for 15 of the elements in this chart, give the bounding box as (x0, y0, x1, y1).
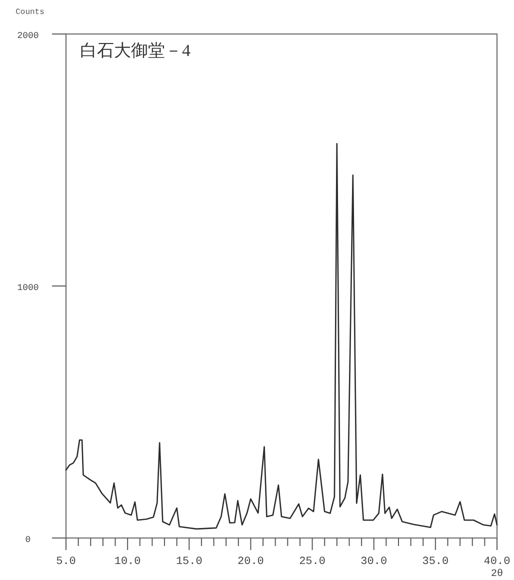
x-tick-label: 40.0 (484, 556, 510, 568)
x-axis-title: 2θ (490, 568, 504, 580)
line-series (65, 142, 498, 530)
x-tick-label: 10.0 (114, 556, 141, 568)
x-tick-label: 25.0 (299, 556, 326, 568)
x-tick-label: 5.0 (56, 556, 76, 568)
y-axis-title: Counts (16, 8, 45, 17)
x-tick-label: 30.0 (360, 556, 388, 568)
x-tick-label: 35.0 (422, 556, 449, 568)
y-tick-label: 2000 (17, 31, 39, 41)
x-tick-label: 20.0 (238, 556, 264, 568)
chart-title: 白石大御堂－4 (80, 41, 191, 60)
x-tick-label: 15.0 (176, 556, 202, 568)
y-tick-label: 0 (25, 535, 31, 545)
y-tick-label: 1000 (17, 283, 39, 293)
